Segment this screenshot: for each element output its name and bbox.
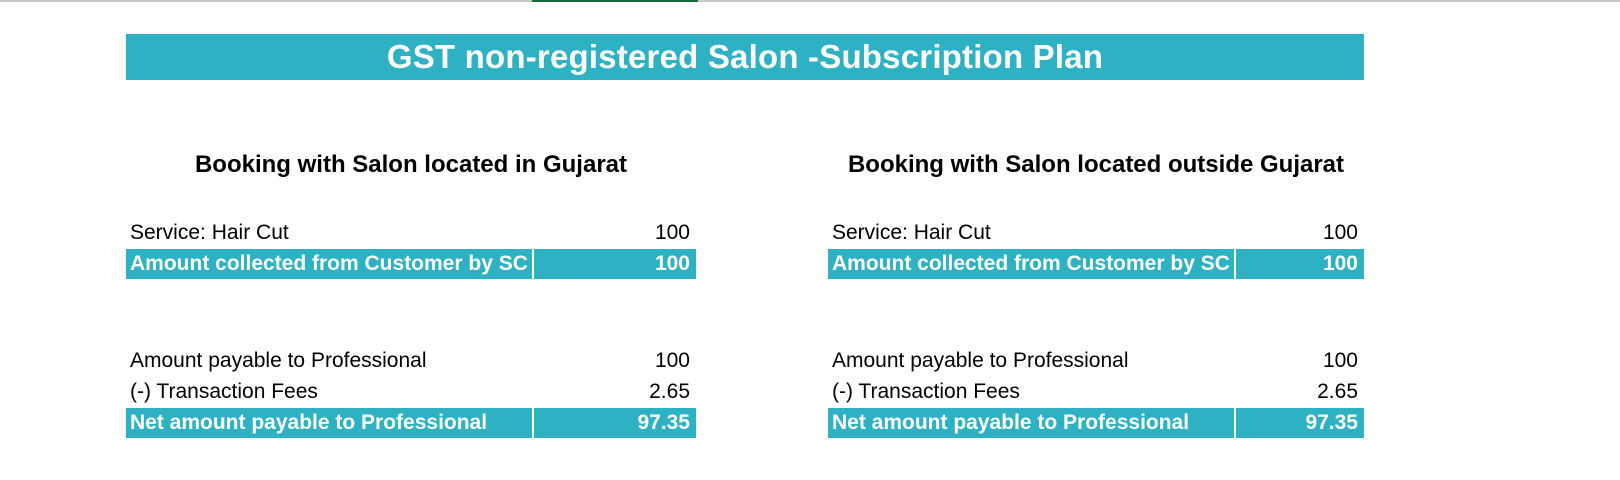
service-label: Service: Hair Cut	[130, 221, 289, 244]
payable-label: Amount payable to Professional	[832, 349, 1129, 372]
banner-title: GST non-registered Salon -Subscription P…	[126, 34, 1364, 80]
fees-label: (-) Transaction Fees	[130, 380, 318, 403]
fees-label: (-) Transaction Fees	[832, 380, 1020, 403]
active-tab-indicator	[532, 0, 698, 2]
net-value: 97.35	[637, 411, 690, 434]
fees-value: 2.65	[1317, 380, 1358, 403]
fees-value: 2.65	[649, 380, 690, 403]
sheet-top-border	[0, 0, 1620, 2]
service-value: 100	[1322, 221, 1358, 244]
collected-value: 100	[654, 252, 690, 275]
collected-label: Amount collected from Customer by SC	[126, 249, 534, 279]
collected-label: Amount collected from Customer by SC	[828, 249, 1236, 279]
net-value: 97.35	[1305, 411, 1358, 434]
right-fees-row: (-) Transaction Fees 2.65	[828, 377, 1364, 407]
right-net-row: Net amount payable to Professional 97.35	[828, 408, 1364, 438]
net-label: Net amount payable to Professional	[828, 408, 1236, 438]
payable-value: 100	[1322, 349, 1358, 372]
right-service-row: Service: Hair Cut 100	[828, 218, 1364, 248]
left-payable-row: Amount payable to Professional 100	[126, 346, 696, 376]
left-net-row: Net amount payable to Professional 97.35	[126, 408, 696, 438]
right-section-title: Booking with Salon located outside Gujar…	[847, 151, 1345, 178]
collected-value: 100	[1322, 252, 1358, 275]
payable-label: Amount payable to Professional	[130, 349, 427, 372]
service-value: 100	[654, 221, 690, 244]
payable-value: 100	[654, 349, 690, 372]
right-collected-row: Amount collected from Customer by SC 100	[828, 249, 1364, 279]
left-fees-row: (-) Transaction Fees 2.65	[126, 377, 696, 407]
left-collected-row: Amount collected from Customer by SC 100	[126, 249, 696, 279]
net-label: Net amount payable to Professional	[126, 408, 534, 438]
service-label: Service: Hair Cut	[832, 221, 991, 244]
left-section-title: Booking with Salon located in Gujarat	[194, 151, 628, 178]
left-service-row: Service: Hair Cut 100	[126, 218, 696, 248]
right-payable-row: Amount payable to Professional 100	[828, 346, 1364, 376]
